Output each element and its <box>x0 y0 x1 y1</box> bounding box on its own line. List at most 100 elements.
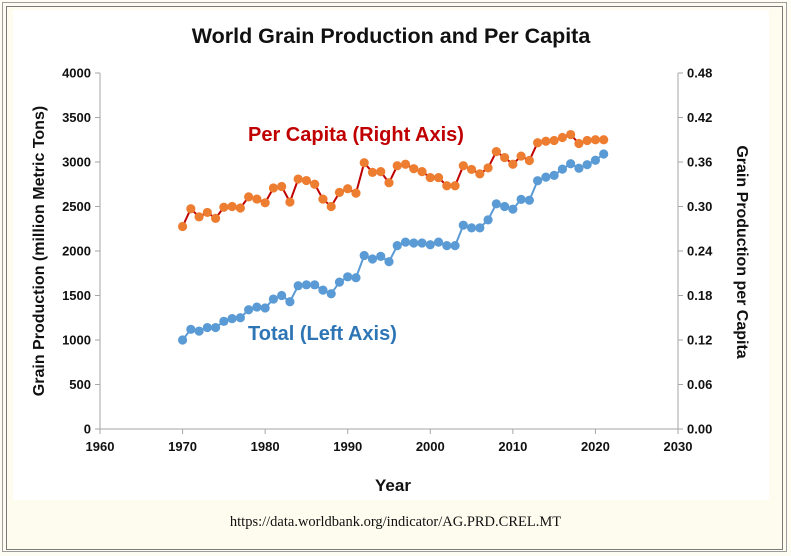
total-point <box>574 163 584 173</box>
total-point <box>599 149 609 159</box>
total-point <box>285 297 295 307</box>
per-capita-point <box>417 167 427 177</box>
total-point <box>500 201 510 212</box>
y-right-tick-label: 0.48 <box>687 66 712 81</box>
series-marks <box>177 129 609 345</box>
total-point <box>400 237 411 247</box>
per-capita-point <box>400 159 411 169</box>
total-point <box>384 257 394 267</box>
per-capita-point <box>268 183 278 193</box>
y-right-tick-label: 0.30 <box>687 199 712 214</box>
total-point <box>202 322 212 333</box>
per-capita-point <box>285 197 295 207</box>
x-tick-label: 2030 <box>664 439 693 454</box>
total-point <box>533 176 543 186</box>
axes: 1960 1970 1980 1990 2000 2010 2020 2030 0 500 1000… <box>62 66 713 455</box>
per-capita-point <box>367 167 378 177</box>
per-capita-point <box>590 135 601 145</box>
total-point <box>483 215 493 225</box>
per-capita-point <box>177 221 188 232</box>
total-point <box>359 250 369 261</box>
total-point <box>277 290 287 301</box>
y-axis-left-label: Grain Production (million Metric Tons) <box>31 106 48 396</box>
per-capita-point <box>244 192 254 202</box>
per-capita-point <box>334 187 345 198</box>
x-tick-label: 1970 <box>168 439 197 454</box>
y-left-tick-label: 4000 <box>62 66 91 81</box>
per-capita-point <box>516 151 526 161</box>
per-capita-point <box>458 161 468 171</box>
per-capita-point <box>277 181 287 192</box>
total-point <box>433 237 444 247</box>
y-right-tick-label: 0.36 <box>687 155 712 170</box>
per-capita-point <box>301 175 312 186</box>
per-capita-point <box>318 194 328 204</box>
per-capita-point <box>219 202 229 212</box>
total-point <box>211 322 221 333</box>
total-point <box>301 280 312 290</box>
per-capita-point <box>450 181 460 191</box>
total-point <box>524 195 534 205</box>
total-point <box>442 241 452 251</box>
total-point <box>557 164 568 174</box>
series-label-per-capita: Per Capita (Right Axis) <box>248 124 464 146</box>
y-left-tick-label: 1000 <box>62 333 91 348</box>
per-capita-point <box>433 172 444 183</box>
total-point <box>417 238 427 248</box>
y-right-tick-label: 0.24 <box>687 244 713 259</box>
x-tick-label: 1990 <box>333 439 362 454</box>
y-right-tick-label: 0.18 <box>687 288 712 303</box>
total-point <box>177 335 188 345</box>
y-right-tick-label: 0.42 <box>687 110 712 125</box>
series-label-total: Total (Left Axis) <box>248 323 397 345</box>
per-capita-point <box>483 163 493 173</box>
per-capita-point <box>235 203 245 213</box>
total-point <box>425 240 435 250</box>
total-point <box>235 313 245 323</box>
y-right-tick-label: 0.00 <box>687 422 712 437</box>
per-capita-point <box>260 198 270 208</box>
y-left-tick-label: 2500 <box>62 199 91 214</box>
per-capita-point <box>326 201 336 212</box>
total-point <box>326 289 336 299</box>
y-axis-right-label: Grain Production per Capita <box>733 145 750 358</box>
per-capita-point <box>442 181 452 191</box>
total-point <box>351 273 361 283</box>
total-point <box>343 272 353 282</box>
per-capita-point <box>293 174 303 184</box>
x-tick-label: 1980 <box>251 439 280 454</box>
per-capita-point <box>351 188 361 198</box>
per-capita-point <box>384 178 394 188</box>
chart-title: World Grain Production and Per Capita <box>192 24 592 48</box>
per-capita-point <box>582 135 592 146</box>
per-capita-point <box>524 155 534 166</box>
per-capita-point <box>599 135 609 145</box>
total-point <box>516 194 526 204</box>
per-capita-point <box>409 164 419 174</box>
y-left-tick-label: 500 <box>69 377 91 392</box>
total-point <box>219 316 229 326</box>
per-capita-point <box>475 169 485 179</box>
per-capita-point <box>202 207 212 218</box>
per-capita-point <box>491 147 501 157</box>
per-capita-point <box>541 136 551 146</box>
y-left-tick-label: 1500 <box>62 288 91 303</box>
source-url: https://data.worldbank.org/indicator/AG.… <box>229 514 562 530</box>
total-point <box>293 281 303 291</box>
per-capita-point <box>533 138 543 148</box>
per-capita-point <box>574 138 584 149</box>
total-point <box>409 238 419 248</box>
total-point <box>590 155 601 165</box>
per-capita-point <box>186 204 196 214</box>
chart: World Grain Production and Per Capita 19… <box>31 24 750 495</box>
inner-frame <box>6 6 783 550</box>
y-right-tick-label: 0.12 <box>687 333 712 348</box>
per-capita-point <box>549 135 559 146</box>
per-capita-point <box>508 159 518 169</box>
per-capita-point <box>557 132 568 143</box>
total-point <box>268 294 278 304</box>
total-point <box>392 241 402 251</box>
total-point <box>318 285 328 295</box>
per-capita-point <box>343 184 353 194</box>
per-capita-point <box>392 161 402 171</box>
